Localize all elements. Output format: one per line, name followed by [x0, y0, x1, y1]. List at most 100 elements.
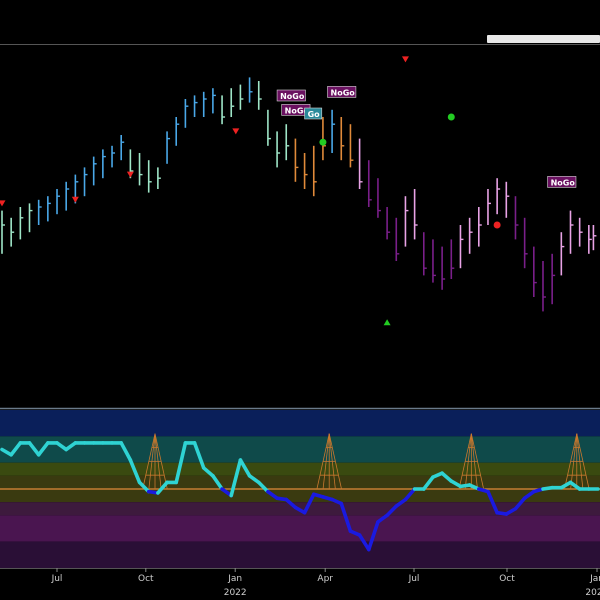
- oscillator-band: [0, 436, 600, 463]
- signal-label-box: [304, 107, 323, 120]
- bullish-dot-marker: [447, 113, 455, 121]
- price-bar: [404, 196, 409, 247]
- price-bar: [588, 225, 592, 254]
- oscillator-panel: [0, 410, 600, 568]
- price-bar: [239, 84, 244, 110]
- price-bar: [358, 138, 363, 189]
- price-bar: [230, 88, 235, 117]
- oscillator-segment: [211, 474, 224, 491]
- signal-label: Go: [304, 107, 323, 120]
- price-bar: [459, 225, 464, 269]
- bearish-triangle-marker: [232, 128, 240, 135]
- oscillator-segment: [156, 480, 169, 495]
- x-axis-tick-label: Apr: [317, 574, 333, 584]
- price-bar: [505, 181, 510, 218]
- oscillator-segment: [522, 489, 536, 501]
- oscillator-segment: [403, 487, 417, 502]
- oscillator-band: [0, 541, 600, 568]
- price-bar: [65, 181, 70, 211]
- price-bar: [560, 232, 565, 276]
- oscillator-segment: [36, 441, 50, 457]
- oscillator-segment: [366, 520, 380, 552]
- oscillator-segment: [119, 441, 133, 462]
- oscillator-segment: [421, 475, 435, 491]
- x-axis-tick-label: Oct: [499, 574, 515, 584]
- oscillator-segment: [238, 458, 252, 478]
- price-bar: [578, 217, 583, 247]
- price-bar: [386, 207, 391, 240]
- bearish-triangle-marker: [126, 171, 134, 178]
- price-bar: [37, 199, 42, 225]
- volume-wedge-line: [564, 433, 578, 490]
- price-bar: [92, 156, 97, 186]
- price-bar: [120, 135, 125, 161]
- price-bar: [468, 217, 473, 254]
- price-bar: [10, 217, 15, 247]
- price-bar: [312, 145, 317, 197]
- oscillator-segment: [568, 480, 582, 491]
- price-bar: [102, 149, 106, 179]
- bullish-triangle-marker: [383, 319, 391, 326]
- price-bar: [477, 207, 482, 247]
- signal-label-text: Go: [308, 110, 321, 119]
- bullish-dot-marker: [319, 138, 327, 146]
- price-bar: [523, 217, 528, 269]
- price-bar: [83, 167, 88, 197]
- oscillator-segment: [394, 497, 408, 508]
- price-bar: [285, 124, 290, 161]
- price-bar: [202, 91, 207, 117]
- oscillator-segment: [513, 496, 527, 511]
- oscillator-band: [0, 410, 600, 437]
- oscillator-segment: [376, 513, 389, 524]
- price-bar: [276, 131, 281, 168]
- oscillator-segment: [192, 441, 206, 470]
- x-axis-tick-label: Jul: [408, 574, 420, 584]
- oscillator-segment: [440, 471, 454, 483]
- price-bar: [166, 131, 171, 164]
- price-bar: [569, 210, 574, 254]
- oscillator-segment: [385, 504, 399, 518]
- price-bar: [175, 117, 180, 146]
- oscillator-band: [0, 462, 600, 476]
- price-bar: [592, 225, 597, 251]
- oscillator-segment: [55, 441, 68, 452]
- price-bar: [28, 203, 33, 233]
- price-bar: [147, 160, 152, 193]
- x-axis-year-label: 2022: [224, 588, 247, 598]
- x-axis: Jul Oct Jan Apr Jul Oct Jan 2022 202: [51, 568, 600, 598]
- price-bar: [303, 153, 308, 189]
- oscillator-segment: [201, 466, 215, 478]
- oscillator-segment: [284, 497, 298, 510]
- price-bar: [377, 178, 381, 218]
- oscillator-segment: [27, 441, 41, 457]
- signal-label-text: NoGo: [285, 106, 310, 115]
- oscillator-segment: [266, 489, 279, 501]
- oscillator-band: [0, 515, 600, 542]
- price-bar: [331, 109, 336, 153]
- signal-label: NoGo: [276, 89, 306, 102]
- oscillator-segment: [128, 458, 142, 485]
- signal-label-box: [547, 176, 577, 188]
- price-bar: [551, 253, 556, 305]
- price-bar: [294, 138, 299, 182]
- price-bar: [267, 109, 271, 146]
- signal-label: NoGo: [547, 176, 577, 188]
- price-bar: [248, 77, 253, 103]
- oscillator-segment: [137, 480, 151, 494]
- horizontal-scrollbar-thumb[interactable]: [487, 35, 600, 43]
- price-bar: [111, 145, 116, 168]
- signal-label-box: [276, 89, 306, 102]
- price-bar: [19, 207, 24, 240]
- x-axis-year-label: 202: [585, 588, 600, 598]
- price-bar: [395, 217, 400, 261]
- price-bar: [422, 232, 427, 276]
- price-bar: [542, 261, 546, 312]
- x-axis-tick-label: Jul: [51, 574, 63, 584]
- oscillator-segment: [486, 489, 499, 515]
- oscillator-segment: [229, 458, 243, 498]
- price-bar: [1, 210, 5, 254]
- price-bar: [184, 99, 189, 128]
- volume-wedge: [142, 433, 168, 490]
- oscillator-segment: [339, 501, 353, 533]
